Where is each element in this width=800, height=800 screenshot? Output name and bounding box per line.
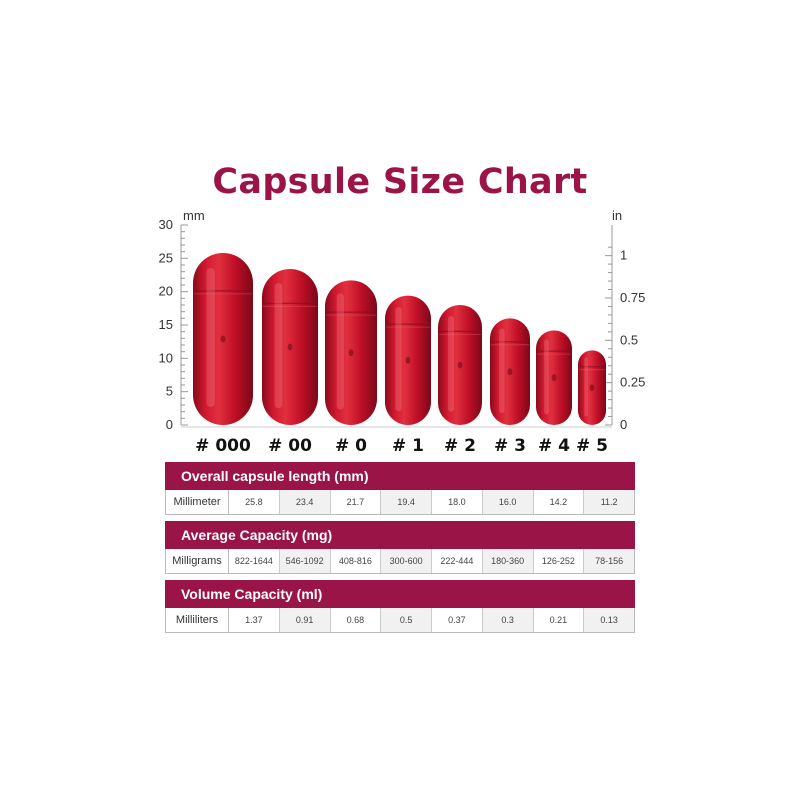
axes: 0 5 10 15 20 25 30 mm 0 0.25 0.5 0.75 1 in [159, 208, 646, 432]
capsule-dimple [551, 374, 557, 382]
right-tick-label: 0.5 [620, 332, 638, 347]
capsule-marks: # 000 # 00 # 0 # 1 # 2 # 3 # 4 # 5 [193, 253, 608, 456]
table-cell: 0.3 [482, 608, 534, 632]
left-tick-label: 5 [166, 384, 173, 399]
capsule-7 [578, 350, 606, 425]
table-cell: 23.4 [279, 490, 331, 514]
capsule-label: # 00 [268, 436, 312, 456]
table-cell: 408-816 [330, 549, 382, 573]
table-cell: 0.91 [279, 608, 331, 632]
capsule-3 [385, 295, 431, 425]
table-cell: 25.8 [229, 490, 280, 514]
table-cell: 21.7 [330, 490, 382, 514]
table-cell: 19.4 [381, 490, 432, 514]
capsule-dimple [507, 368, 513, 376]
right-tick-label: 0.75 [620, 290, 645, 305]
capsule-highlight [336, 293, 344, 410]
capsule-dimple [348, 349, 354, 357]
table-cell: 0.21 [533, 608, 585, 632]
capsule-dimple [405, 356, 411, 364]
left-tick-label: 15 [159, 317, 173, 332]
table-cell: 78-156 [584, 549, 634, 573]
left-tick-label: 30 [159, 217, 173, 232]
capsule-dimple [589, 384, 595, 392]
table-row: Millimeter 25.8 23.4 21.7 19.4 18.0 16.0 14.2 11… [165, 490, 635, 515]
table-cell: 126-252 [533, 549, 585, 573]
table-row: Milliliters 1.37 0.91 0.68 0.5 0.37 0.3 0.21 0.1… [165, 608, 635, 633]
capsule-label: # 4 [538, 436, 570, 456]
row-label: Millimeter [166, 490, 229, 514]
table-cell: 16.0 [482, 490, 534, 514]
table-cell: 0.68 [330, 608, 382, 632]
left-tick-label: 25 [159, 250, 173, 265]
left-tick-label: 0 [166, 417, 173, 432]
capsule-5 [490, 318, 530, 425]
table-cell: 1.37 [229, 608, 280, 632]
capsule-label: # 000 [195, 436, 251, 456]
capsule-0 [193, 253, 253, 425]
table-cell: 18.0 [432, 490, 483, 514]
capsule-dimple [287, 343, 293, 351]
table-header: Overall capsule length (mm) [165, 462, 635, 490]
table-row: Milligrams 822-1644 546-1092 408-816 300-600… [165, 549, 635, 574]
capsule-label: # 0 [335, 436, 367, 456]
table-cell: 822-1644 [229, 549, 280, 573]
capsule-dimple [457, 361, 463, 369]
capsule-label: # 1 [392, 436, 424, 456]
capsule-highlight [395, 307, 402, 412]
table-cell: 300-600 [381, 549, 432, 573]
table-cell: 14.2 [533, 490, 585, 514]
table-cell: 0.13 [584, 608, 634, 632]
capsule-highlight [447, 316, 455, 412]
capsule-1 [262, 269, 318, 425]
capsule-label: # 3 [494, 436, 526, 456]
right-tick-label: 0 [620, 417, 627, 432]
table-cell: 546-1092 [279, 549, 331, 573]
table-header: Volume Capacity (ml) [165, 580, 635, 608]
capsule-2 [325, 280, 377, 425]
right-tick-label: 1 [620, 248, 627, 263]
table-cell: 0.37 [432, 608, 483, 632]
table-cell: 180-360 [482, 549, 534, 573]
table-header: Average Capacity (mg) [165, 521, 635, 549]
right-axis-unit: in [612, 208, 622, 223]
capsule-dimple [220, 335, 226, 343]
capsule-highlight [206, 268, 215, 407]
capsule-highlight [274, 283, 283, 409]
capsule-highlight [544, 339, 550, 415]
capsule-4 [438, 305, 482, 425]
left-axis-unit: mm [183, 208, 205, 223]
spec-table: Overall capsule length (mm) Millimeter 25.… [165, 462, 635, 515]
right-tick-label: 0.25 [620, 375, 645, 390]
table-cell: 222-444 [432, 549, 483, 573]
capsule-6 [536, 330, 572, 425]
spec-table: Volume Capacity (ml) Milliliters 1.37 0.91 0… [165, 580, 635, 633]
row-label: Milliliters [166, 608, 229, 632]
capsule-label: # 5 [576, 436, 608, 456]
capsule-highlight [584, 357, 589, 417]
chart-title: Capsule Size Chart [212, 162, 588, 202]
capsule-highlight [499, 328, 505, 413]
spec-table: Average Capacity (mg) Milligrams 822-1644 5… [165, 521, 635, 574]
left-tick-label: 20 [159, 284, 173, 299]
row-label: Milligrams [166, 549, 229, 573]
table-cell: 11.2 [584, 490, 634, 514]
table-cell: 0.5 [381, 608, 432, 632]
capsule-label: # 2 [444, 436, 476, 456]
left-tick-label: 10 [159, 350, 173, 365]
